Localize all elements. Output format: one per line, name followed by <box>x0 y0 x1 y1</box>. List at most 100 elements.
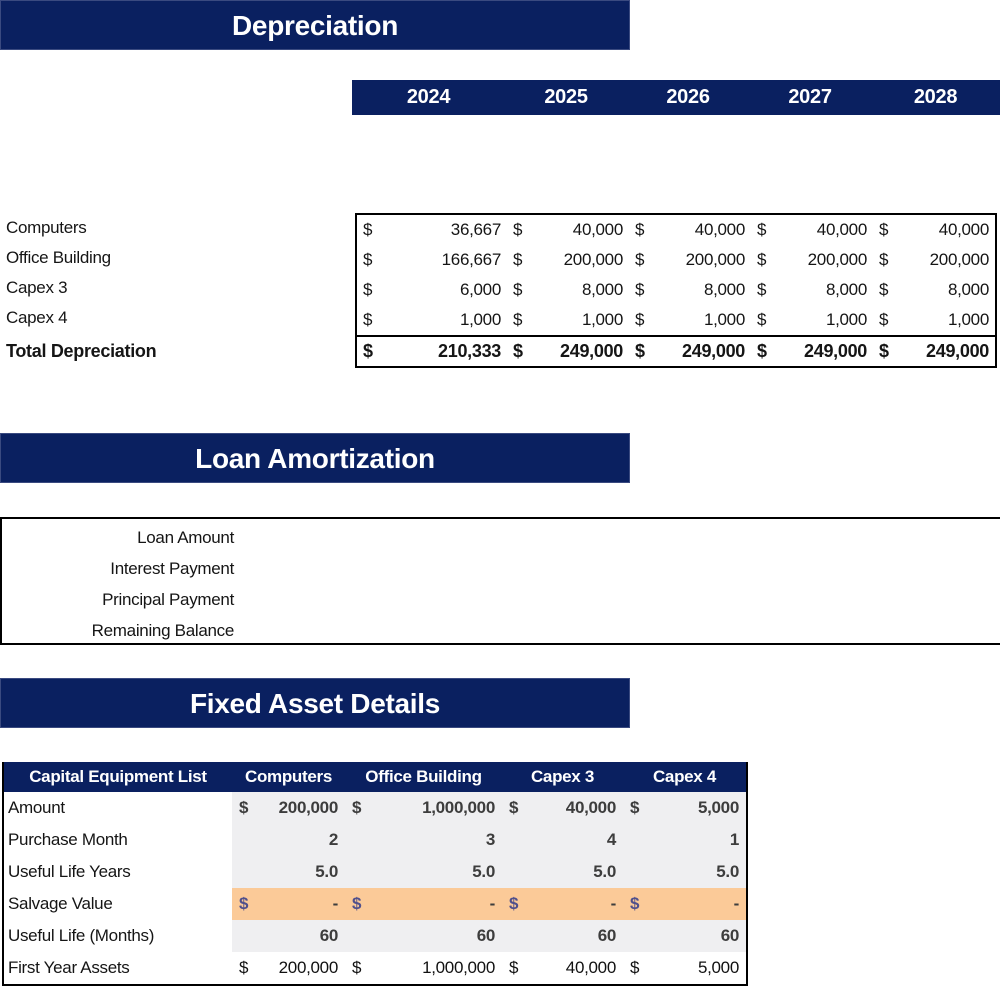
table-cell[interactable]: $ - <box>345 888 502 920</box>
table-cell[interactable]: $200,000 <box>232 792 345 824</box>
table-cell[interactable]: $1,000 <box>507 305 629 335</box>
row-label[interactable]: Amount <box>4 792 232 824</box>
table-cell[interactable]: $8,000 <box>507 275 629 305</box>
row-label[interactable]: Purchase Month <box>4 824 232 856</box>
row-label[interactable]: Office Building <box>6 248 111 267</box>
table-cell[interactable]: 5.0 <box>623 856 746 888</box>
currency-symbol: $ <box>630 958 640 977</box>
column-header[interactable]: Capital Equipment List <box>29 767 207 786</box>
table-cell[interactable]: 60 <box>623 920 746 952</box>
column-header[interactable]: Capex 4 <box>652 767 717 786</box>
table-cell[interactable]: $249,000 <box>507 337 629 366</box>
table-cell[interactable]: $200,000 <box>232 952 345 984</box>
table-cell[interactable]: 3 <box>345 824 502 856</box>
total-row-label[interactable]: Total Depreciation <box>6 341 157 361</box>
table-row: Purchase Month 2 3 4 1 <box>4 824 746 856</box>
table-cell[interactable]: $200,000 <box>629 245 751 275</box>
table-cell[interactable]: $ - <box>502 888 623 920</box>
table-cell[interactable]: 4 <box>502 824 623 856</box>
year-column-header[interactable]: 2027 <box>788 86 832 108</box>
table-cell[interactable]: $40,000 <box>507 215 629 245</box>
table-cell[interactable]: $249,000 <box>629 337 751 366</box>
table-cell[interactable]: 60 <box>345 920 502 952</box>
row-label[interactable]: Useful Life Years <box>4 856 232 888</box>
table-cell[interactable]: $5,000 <box>623 792 746 824</box>
table-cell[interactable]: 2 <box>232 824 345 856</box>
row-label[interactable]: First Year Assets <box>4 952 232 984</box>
column-header[interactable]: Capex 3 <box>530 767 595 786</box>
table-cell[interactable]: $6,000 <box>357 275 507 305</box>
table-cell[interactable]: $40,000 <box>751 215 873 245</box>
table-cell[interactable]: $8,000 <box>751 275 873 305</box>
table-cell[interactable]: $200,000 <box>873 245 995 275</box>
cell-value: 8,000 <box>825 280 867 299</box>
currency-symbol: $ <box>363 310 373 329</box>
table-cell[interactable]: $8,000 <box>629 275 751 305</box>
cell-value: 1,000 <box>703 310 745 329</box>
table-cell[interactable]: $1,000 <box>629 305 751 335</box>
table-cell[interactable]: $1,000,000 <box>345 952 502 984</box>
row-label[interactable]: Loan Amount <box>137 528 234 547</box>
cell-value: 5.0 <box>315 862 338 881</box>
currency-symbol: $ <box>757 280 767 299</box>
row-label[interactable]: Useful Life (Months) <box>4 920 232 952</box>
row-label[interactable]: Capex 3 <box>6 278 68 297</box>
row-label[interactable]: Computers <box>6 218 87 237</box>
table-cell[interactable]: $40,000 <box>502 792 623 824</box>
cell-value: 5,000 <box>697 798 739 817</box>
table-cell[interactable]: $ - <box>623 888 746 920</box>
table-cell[interactable]: $210,333 <box>357 337 507 366</box>
table-cell[interactable]: $1,000 <box>873 305 995 335</box>
year-column-header[interactable]: 2024 <box>406 86 451 108</box>
cell-value: 249,000 <box>560 341 623 361</box>
table-cell[interactable]: 5.0 <box>232 856 345 888</box>
table-cell[interactable]: $249,000 <box>751 337 873 366</box>
cell-value: 40,000 <box>694 220 746 239</box>
column-header[interactable]: Office Building <box>365 767 482 786</box>
cell-value: 1,000,000 <box>422 798 495 817</box>
cell-value: 3 <box>485 830 495 849</box>
currency-symbol: $ <box>509 958 519 977</box>
cell-value: 1,000 <box>825 310 867 329</box>
row-label[interactable]: Salvage Value <box>4 888 232 920</box>
currency-symbol: $ <box>239 798 249 817</box>
row-label[interactable]: Interest Payment <box>110 559 234 578</box>
row-label[interactable]: Principal Payment <box>102 590 234 609</box>
cell-value: - <box>332 894 339 913</box>
row-label[interactable]: Remaining Balance <box>91 621 235 640</box>
year-column-header[interactable]: 2028 <box>913 86 958 108</box>
table-cell[interactable]: $40,000 <box>502 952 623 984</box>
table-cell[interactable]: $5,000 <box>623 952 746 984</box>
table-cell[interactable]: 5.0 <box>345 856 502 888</box>
table-cell[interactable]: $40,000 <box>629 215 751 245</box>
table-cell[interactable]: $ - <box>232 888 345 920</box>
cell-value: - <box>489 894 496 913</box>
table-cell[interactable]: $1,000 <box>357 305 507 335</box>
table-row-salvage-value: Salvage Value $ - $ - $ - $ - <box>4 888 746 920</box>
table-cell[interactable]: $249,000 <box>873 337 995 366</box>
table-cell[interactable]: 1 <box>623 824 746 856</box>
table-cell[interactable]: 5.0 <box>502 856 623 888</box>
currency-symbol: $ <box>879 341 889 361</box>
table-cell[interactable]: 60 <box>232 920 345 952</box>
table-row: First Year Assets $200,000 $1,000,000 $4… <box>4 952 746 984</box>
cell-value: 36,667 <box>450 220 502 239</box>
cell-value: 8,000 <box>581 280 623 299</box>
table-cell[interactable]: $1,000,000 <box>345 792 502 824</box>
currency-symbol: $ <box>513 220 523 239</box>
table-cell[interactable]: $8,000 <box>873 275 995 305</box>
table-cell[interactable]: $40,000 <box>873 215 995 245</box>
year-column-header[interactable]: 2026 <box>666 86 710 108</box>
table-cell[interactable]: $36,667 <box>357 215 507 245</box>
column-header[interactable]: Computers <box>244 767 333 786</box>
currency-symbol: $ <box>879 250 889 269</box>
row-label[interactable]: Capex 4 <box>6 308 68 327</box>
table-cell[interactable]: $200,000 <box>751 245 873 275</box>
year-column-header[interactable]: 2025 <box>544 86 588 108</box>
fixed-asset-header-row: Capital Equipment List Computers Office … <box>4 762 746 792</box>
currency-symbol: $ <box>879 310 889 329</box>
table-cell[interactable]: $200,000 <box>507 245 629 275</box>
table-cell[interactable]: $1,000 <box>751 305 873 335</box>
table-cell[interactable]: 60 <box>502 920 623 952</box>
table-cell[interactable]: $166,667 <box>357 245 507 275</box>
